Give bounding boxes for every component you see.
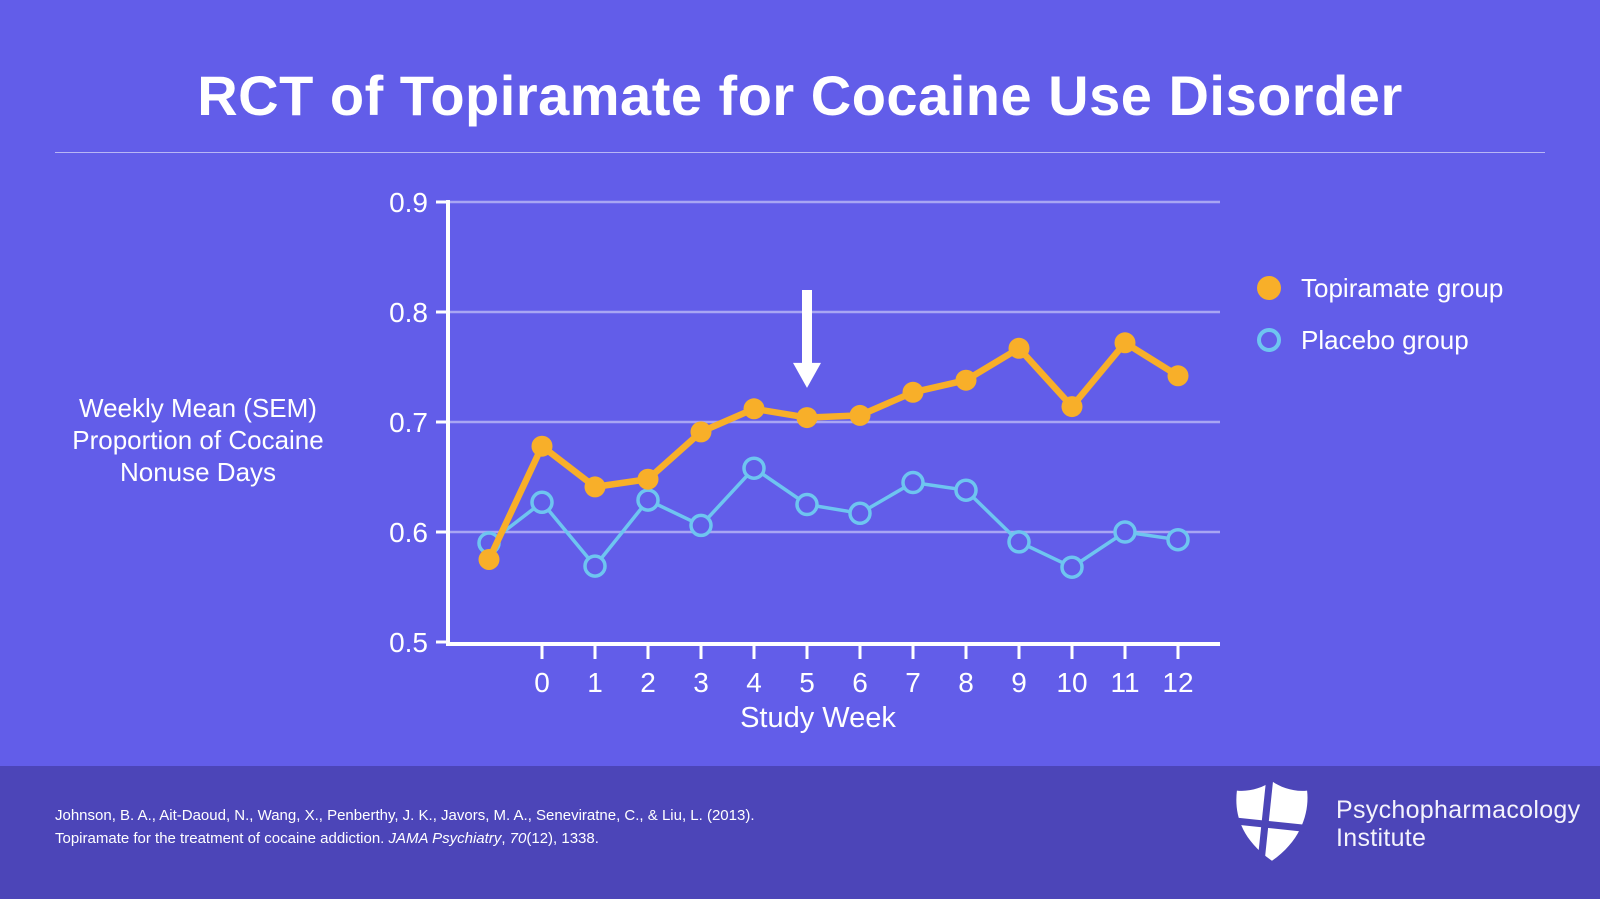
shield-logo-icon — [1233, 780, 1311, 862]
page-title: RCT of Topiramate for Cocaine Use Disord… — [197, 64, 1403, 127]
svg-text:9: 9 — [1011, 667, 1027, 698]
svg-text:4: 4 — [746, 667, 762, 698]
svg-text:0.6: 0.6 — [389, 517, 428, 548]
brand-line-2: Institute — [1336, 824, 1427, 852]
brand: Psychopharmacology Institute — [1233, 780, 1580, 862]
brand-line-1: Psychopharmacology — [1336, 796, 1581, 824]
svg-text:0.9: 0.9 — [389, 187, 428, 218]
title-divider — [55, 152, 1545, 153]
svg-text:5: 5 — [799, 667, 815, 698]
legend-label-placebo: Placebo group — [1301, 324, 1469, 355]
svg-text:0.7: 0.7 — [389, 407, 428, 438]
brand-name: Psychopharmacology Institute — [1336, 796, 1580, 852]
chart-legend: Topiramate group Placebo group — [1257, 272, 1503, 376]
legend-item-placebo: Placebo group — [1257, 324, 1503, 356]
svg-text:6: 6 — [852, 667, 868, 698]
svg-text:3: 3 — [693, 667, 709, 698]
legend-item-topiramate: Topiramate group — [1257, 272, 1503, 304]
svg-text:7: 7 — [905, 667, 921, 698]
svg-text:1: 1 — [587, 667, 603, 698]
svg-text:11: 11 — [1110, 667, 1139, 698]
placebo-marker-icon — [1257, 328, 1281, 352]
citation-line-2: Topiramate for the treatment of cocaine … — [55, 830, 599, 847]
svg-text:8: 8 — [958, 667, 974, 698]
svg-text:0: 0 — [534, 667, 550, 698]
svg-text:2: 2 — [640, 667, 656, 698]
citation: Johnson, B. A., Ait-Daoud, N., Wang, X.,… — [55, 804, 755, 850]
y-axis-title: Weekly Mean (SEM) Proportion of Cocaine … — [72, 393, 324, 487]
legend-label-topiramate: Topiramate group — [1301, 272, 1504, 303]
svg-text:12: 12 — [1162, 667, 1193, 698]
topiramate-marker-icon — [1257, 276, 1281, 300]
citation-line-1: Johnson, B. A., Ait-Daoud, N., Wang, X.,… — [55, 807, 755, 824]
svg-text:0.5: 0.5 — [389, 627, 428, 658]
footer: Johnson, B. A., Ait-Daoud, N., Wang, X.,… — [0, 766, 1600, 899]
svg-text:0.8: 0.8 — [389, 297, 428, 328]
svg-text:Study Week: Study Week — [740, 702, 896, 734]
svg-text:10: 10 — [1056, 667, 1087, 698]
